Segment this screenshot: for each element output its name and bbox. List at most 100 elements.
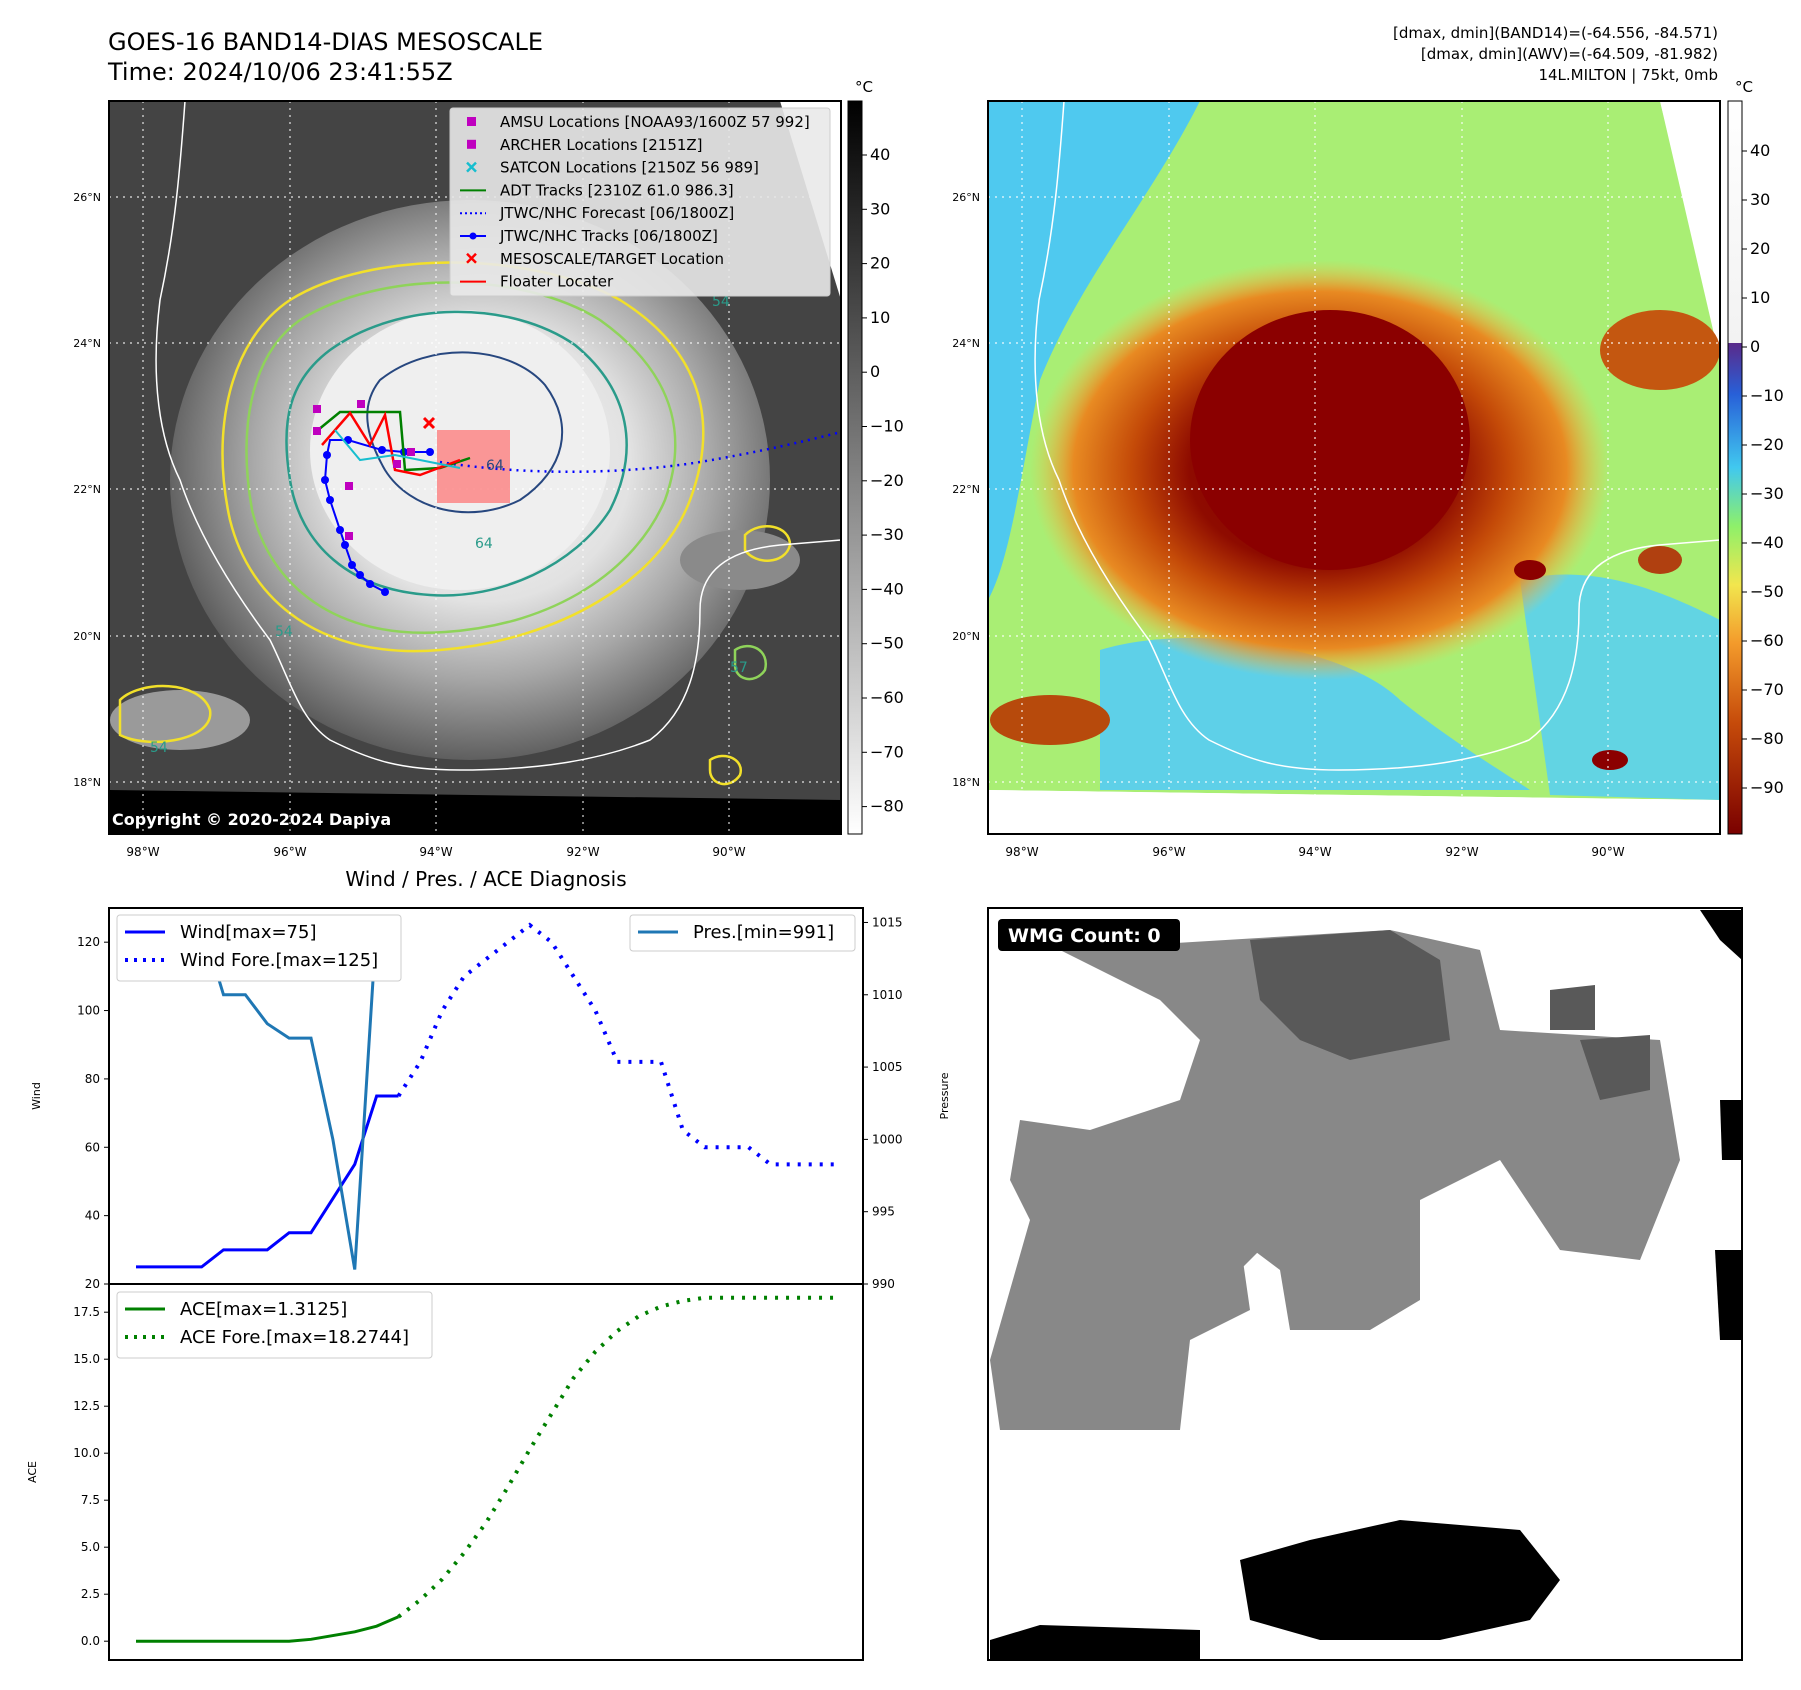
- legend-dot: [469, 232, 477, 240]
- lon-label: 96°W: [273, 845, 306, 859]
- ace-tick-label: 10.0: [73, 1446, 100, 1460]
- lon-label: 90°W: [1591, 845, 1624, 859]
- legend-ace-forecast: ACE Fore.[max=18.2744]: [180, 1327, 409, 1348]
- lat-label: 18°N: [73, 776, 101, 789]
- contour-label: 64: [486, 458, 504, 474]
- contour-label: 54: [275, 624, 293, 640]
- legend-square-marker: [467, 117, 476, 126]
- lon-label: 92°W: [1445, 845, 1478, 859]
- colorbar-tick: 20: [1750, 239, 1770, 258]
- contour-label: 57: [730, 660, 748, 676]
- lat-label: 26°N: [73, 191, 101, 204]
- pressure-tick-label: 1000: [872, 1132, 903, 1146]
- colorbar-tick: −40: [1750, 533, 1784, 552]
- ace-tick-label: 17.5: [73, 1305, 100, 1319]
- wind-tick-label: 60: [85, 1140, 100, 1154]
- wind-tick-label: 120: [77, 935, 100, 949]
- colorbar-tick: 30: [1750, 190, 1770, 209]
- lat-label: 24°N: [952, 337, 980, 350]
- legend-item: JTWC/NHC Tracks [06/1800Z]: [460, 227, 718, 245]
- legend-label: MESOSCALE/TARGET Location: [500, 250, 724, 268]
- series-line-ace: [136, 1615, 400, 1643]
- legend-item: ARCHER Locations [2151Z]: [467, 136, 703, 154]
- lat-label: 22°N: [952, 483, 980, 496]
- colorbar-tick: −40: [870, 579, 904, 598]
- colorbar-tick: 40: [1750, 141, 1770, 160]
- legend-wind-forecast: Wind Fore.[max=125]: [180, 950, 378, 971]
- lat-label: 18°N: [952, 776, 980, 789]
- wind-tick-label: 80: [85, 1072, 100, 1086]
- legend-item: SATCON Locations [2150Z 56 989]: [466, 159, 759, 177]
- colorbar-tick: −80: [870, 797, 904, 816]
- colorbar-tick: −10: [1750, 386, 1784, 405]
- wind-tick-label: 40: [85, 1209, 100, 1223]
- legend-label: AMSU Locations [NOAA93/1600Z 57 992]: [500, 113, 810, 131]
- wind-tick-label: 100: [77, 1004, 100, 1018]
- map-legend: AMSU Locations [NOAA93/1600Z 57 992] ARCH…: [449, 107, 831, 297]
- contour-label: 64: [475, 536, 493, 552]
- colorbar-tick: −80: [1750, 729, 1784, 748]
- ace-tick-label: 2.5: [81, 1587, 100, 1601]
- colorbar-tick: −30: [1750, 484, 1784, 503]
- chart-title: Wind / Pres. / ACE Diagnosis: [345, 867, 626, 891]
- band14-range: [dmax, dmin](BAND14)=(-64.556, -84.571): [1393, 24, 1718, 42]
- wmg-count: WMG Count: 0: [1008, 925, 1161, 947]
- legend-label: Floater Locater: [500, 273, 614, 291]
- wmg-panel: WMG Count: 0: [987, 907, 1743, 1661]
- colorbar-unit: °C: [1735, 78, 1753, 96]
- lon-label: 96°W: [1152, 845, 1185, 859]
- colorbar-tick: −50: [1750, 582, 1784, 601]
- pressure-tick-label: 995: [872, 1205, 895, 1219]
- colorbar-tick: 0: [870, 362, 880, 381]
- colorbar-tick: 40: [870, 145, 890, 164]
- lon-label: 94°W: [1298, 845, 1331, 859]
- legend-item: JTWC/NHC Forecast [06/1800Z]: [460, 204, 734, 222]
- lat-label: 20°N: [73, 630, 101, 643]
- pressure-tick-label: 1005: [872, 1060, 903, 1074]
- pressure-tick-label: 1015: [872, 915, 903, 929]
- legend-ace: ACE[max=1.3125]: [180, 1299, 347, 1320]
- pressure-tick-label: 1010: [872, 988, 903, 1002]
- colorbar-tick: −20: [1750, 435, 1784, 454]
- colorbar-unit: °C: [855, 78, 873, 96]
- ir-color-map: 26°N 24°N 22°N 20°N 18°N 98°W 96°W 94°W …: [952, 100, 1721, 859]
- colorbar-tick: 10: [870, 308, 890, 327]
- legend-item: MESOSCALE/TARGET Location: [466, 250, 724, 268]
- pressure-legend: Pres.[min=991]: [629, 914, 856, 952]
- legend-item: Floater Locater: [460, 273, 614, 291]
- wind-legend: Wind[max=75] Wind Fore.[max=125]: [116, 914, 402, 982]
- legend-label: ADT Tracks [2310Z 61.0 986.3]: [500, 181, 734, 199]
- wind-tick-label: 20: [85, 1277, 100, 1291]
- lon-label: 94°W: [419, 845, 452, 859]
- colorbar-tick: −60: [870, 688, 904, 707]
- colorbar-tick: −70: [870, 742, 904, 761]
- colorbar-tick: 10: [1750, 288, 1770, 307]
- legend-x-marker: [466, 252, 477, 264]
- ace-chart: 17.5 15.0 12.5 10.0 7.5 5.0 2.5 0.0 ACE ACE[max…: [26, 1283, 864, 1661]
- legend-pressure: Pres.[min=991]: [693, 922, 834, 943]
- figure-time: Time: 2024/10/06 23:41:55Z: [107, 58, 453, 86]
- lat-label: 24°N: [73, 337, 101, 350]
- colorbar-tick: −30: [870, 525, 904, 544]
- lon-label: 90°W: [712, 845, 745, 859]
- ace-axis-label: ACE: [26, 1461, 39, 1483]
- legend-label: JTWC/NHC Tracks [06/1800Z]: [499, 227, 718, 245]
- colorbar-tick: −10: [870, 417, 904, 436]
- ace-legend: ACE[max=1.3125] ACE Fore.[max=18.2744]: [116, 1291, 433, 1359]
- lat-label: 22°N: [73, 483, 101, 496]
- lat-label: 20°N: [952, 630, 980, 643]
- copyright: Copyright © 2020-2024 Dapiya: [112, 810, 391, 829]
- lon-label: 98°W: [126, 845, 159, 859]
- legend-label: ARCHER Locations [2151Z]: [500, 136, 703, 154]
- contour-label: 54: [712, 294, 730, 310]
- wind-axis-label: Wind: [30, 1082, 43, 1110]
- figure-title: GOES-16 BAND14-DIAS MESOSCALE: [108, 28, 543, 56]
- storm-info: 14L.MILTON | 75kt, 0mb: [1538, 66, 1718, 84]
- ir-grayscale-map: 64 54 54 54 57 64 AMSU Locations [NOAA93…: [73, 100, 842, 859]
- legend-label: JTWC/NHC Forecast [06/1800Z]: [499, 204, 734, 222]
- ace-tick-label: 5.0: [81, 1540, 100, 1554]
- legend-x-marker: [466, 161, 477, 173]
- pressure-tick-label: 990: [872, 1277, 895, 1291]
- colorbar-tick: −90: [1750, 778, 1784, 797]
